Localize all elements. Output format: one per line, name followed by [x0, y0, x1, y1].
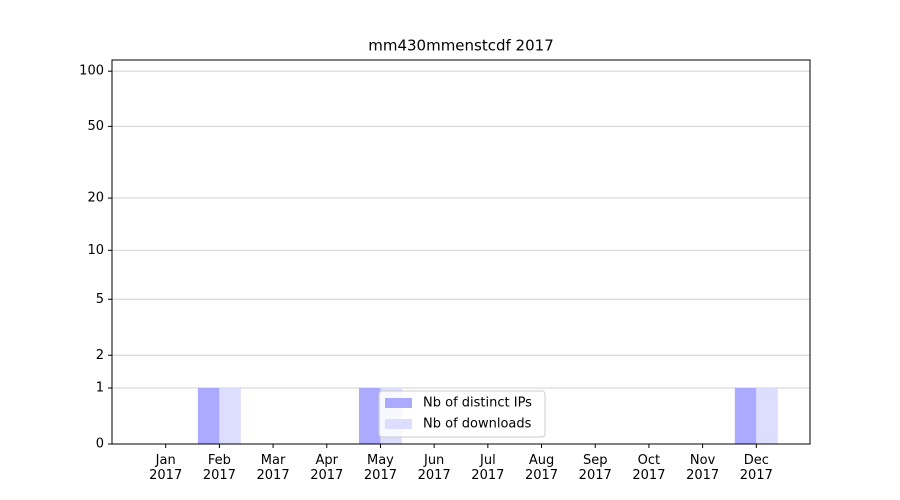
y-tick-label: 1 [96, 381, 104, 396]
x-tick-label: Feb 2017 [202, 453, 236, 483]
legend-label: Nb of distinct IPs [423, 396, 532, 411]
y-tick-label: 20 [87, 191, 104, 206]
x-tick-label: Mar 2017 [256, 453, 290, 483]
x-tick-label: Oct 2017 [632, 453, 666, 483]
chart-title: mm430mmenstcdf 2017 [368, 37, 554, 55]
y-tick-label: 100 [79, 64, 104, 79]
legend-swatch [385, 398, 412, 408]
x-tick-label: Dec 2017 [739, 453, 773, 483]
x-tick-label: Apr 2017 [310, 453, 344, 483]
y-tick-label: 50 [87, 119, 104, 134]
x-tick-label: May 2017 [363, 453, 397, 483]
plot-frame [111, 59, 811, 445]
legend-swatch [385, 419, 412, 429]
y-tick-label: 5 [96, 292, 104, 307]
bar [756, 388, 778, 444]
y-tick-label: 10 [87, 243, 104, 258]
x-tick-label: Sep 2017 [578, 453, 612, 483]
bar [197, 388, 220, 444]
y-tick-label: 0 [96, 437, 104, 452]
legend-label: Nb of downloads [423, 417, 532, 432]
y-tick-label: 2 [96, 348, 104, 363]
x-tick-label: Jul 2017 [471, 453, 505, 483]
x-tick-label: Jan 2017 [149, 453, 183, 483]
x-tick-label: Aug 2017 [524, 453, 559, 483]
x-tick-label: Nov 2017 [686, 453, 720, 483]
bar [358, 388, 381, 444]
x-tick-label: Jun 2017 [417, 453, 451, 483]
bar [219, 388, 241, 444]
bar [734, 388, 757, 444]
legend-box [378, 390, 546, 438]
